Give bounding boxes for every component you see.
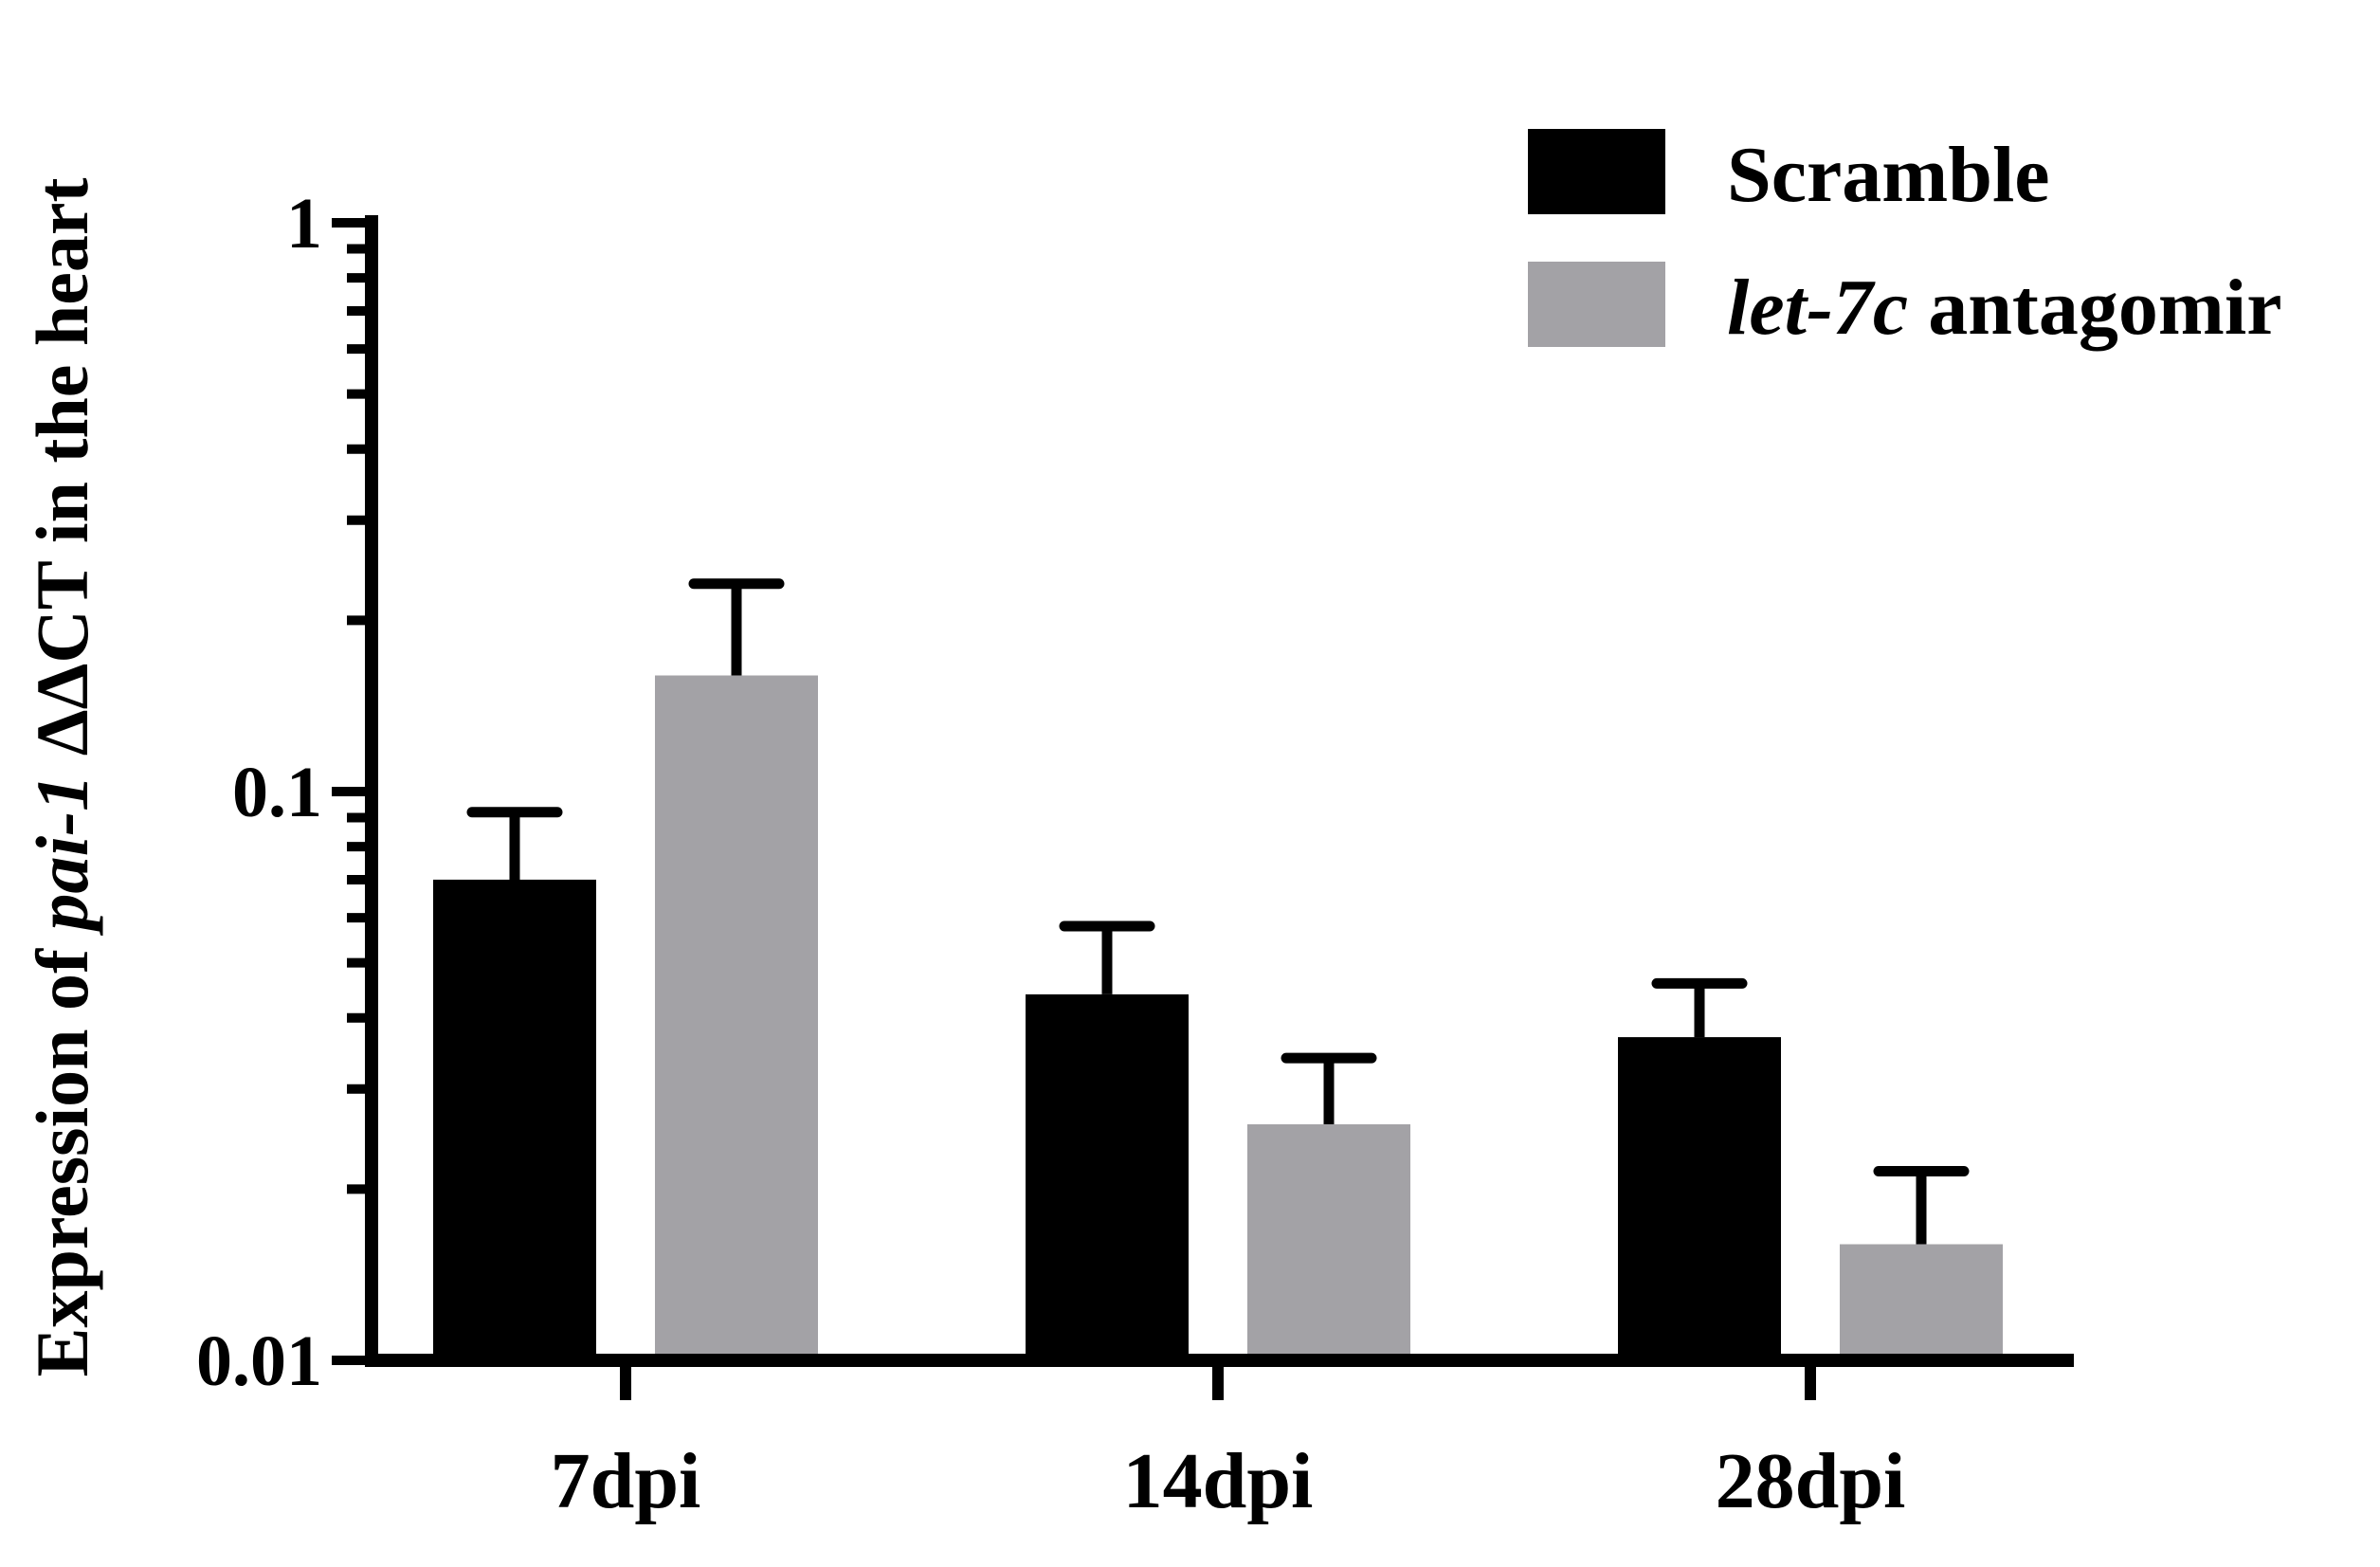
bar-scramble-7dpi <box>433 879 596 1360</box>
y-tick-label: 1 <box>286 184 322 264</box>
bar-scramble-14dpi <box>1026 993 1189 1360</box>
legend: Scramble let-7c antagomir <box>1528 129 2282 352</box>
y-axis-title-suffix: ΔΔCT in the heart <box>21 177 103 774</box>
y-axis-title-gene: pai-1 <box>21 774 103 937</box>
bar-scramble-28dpi <box>1618 1037 1781 1360</box>
error-bars-layer <box>466 578 1970 1245</box>
legend-label-let7c-antagomir: let-7c antagomir <box>1727 264 2282 352</box>
legend-label-let7c-italic: let-7c <box>1727 264 1908 352</box>
labels-layer: 0.01 0.1 1 7dpi 14dpi 28dpi <box>196 184 1905 1525</box>
axes-layer <box>332 215 2074 1400</box>
legend-label-let7c-rest: antagomir <box>1908 264 2281 352</box>
legend-label-scramble: Scramble <box>1727 131 2050 219</box>
legend-swatch-scramble <box>1528 129 1665 214</box>
x-tick-label-7dpi: 7dpi <box>551 1437 701 1525</box>
bar-let-7c-antagomir-28dpi <box>1840 1244 2003 1360</box>
bar-let-7c-antagomir-7dpi <box>655 675 818 1360</box>
legend-swatch-let7c-antagomir <box>1528 262 1665 347</box>
y-axis-title-prefix: Expression of <box>21 931 103 1377</box>
y-tick-label: 0.1 <box>232 753 322 832</box>
y-tick-label: 0.01 <box>196 1321 322 1401</box>
bars-layer <box>433 675 2003 1360</box>
x-tick-label-14dpi: 14dpi <box>1123 1437 1314 1525</box>
y-axis-title: Expression of pai-1 ΔΔCT in the heart <box>21 177 103 1376</box>
x-tick-label-28dpi: 28dpi <box>1716 1437 1906 1525</box>
bar-let-7c-antagomir-14dpi <box>1247 1124 1410 1360</box>
